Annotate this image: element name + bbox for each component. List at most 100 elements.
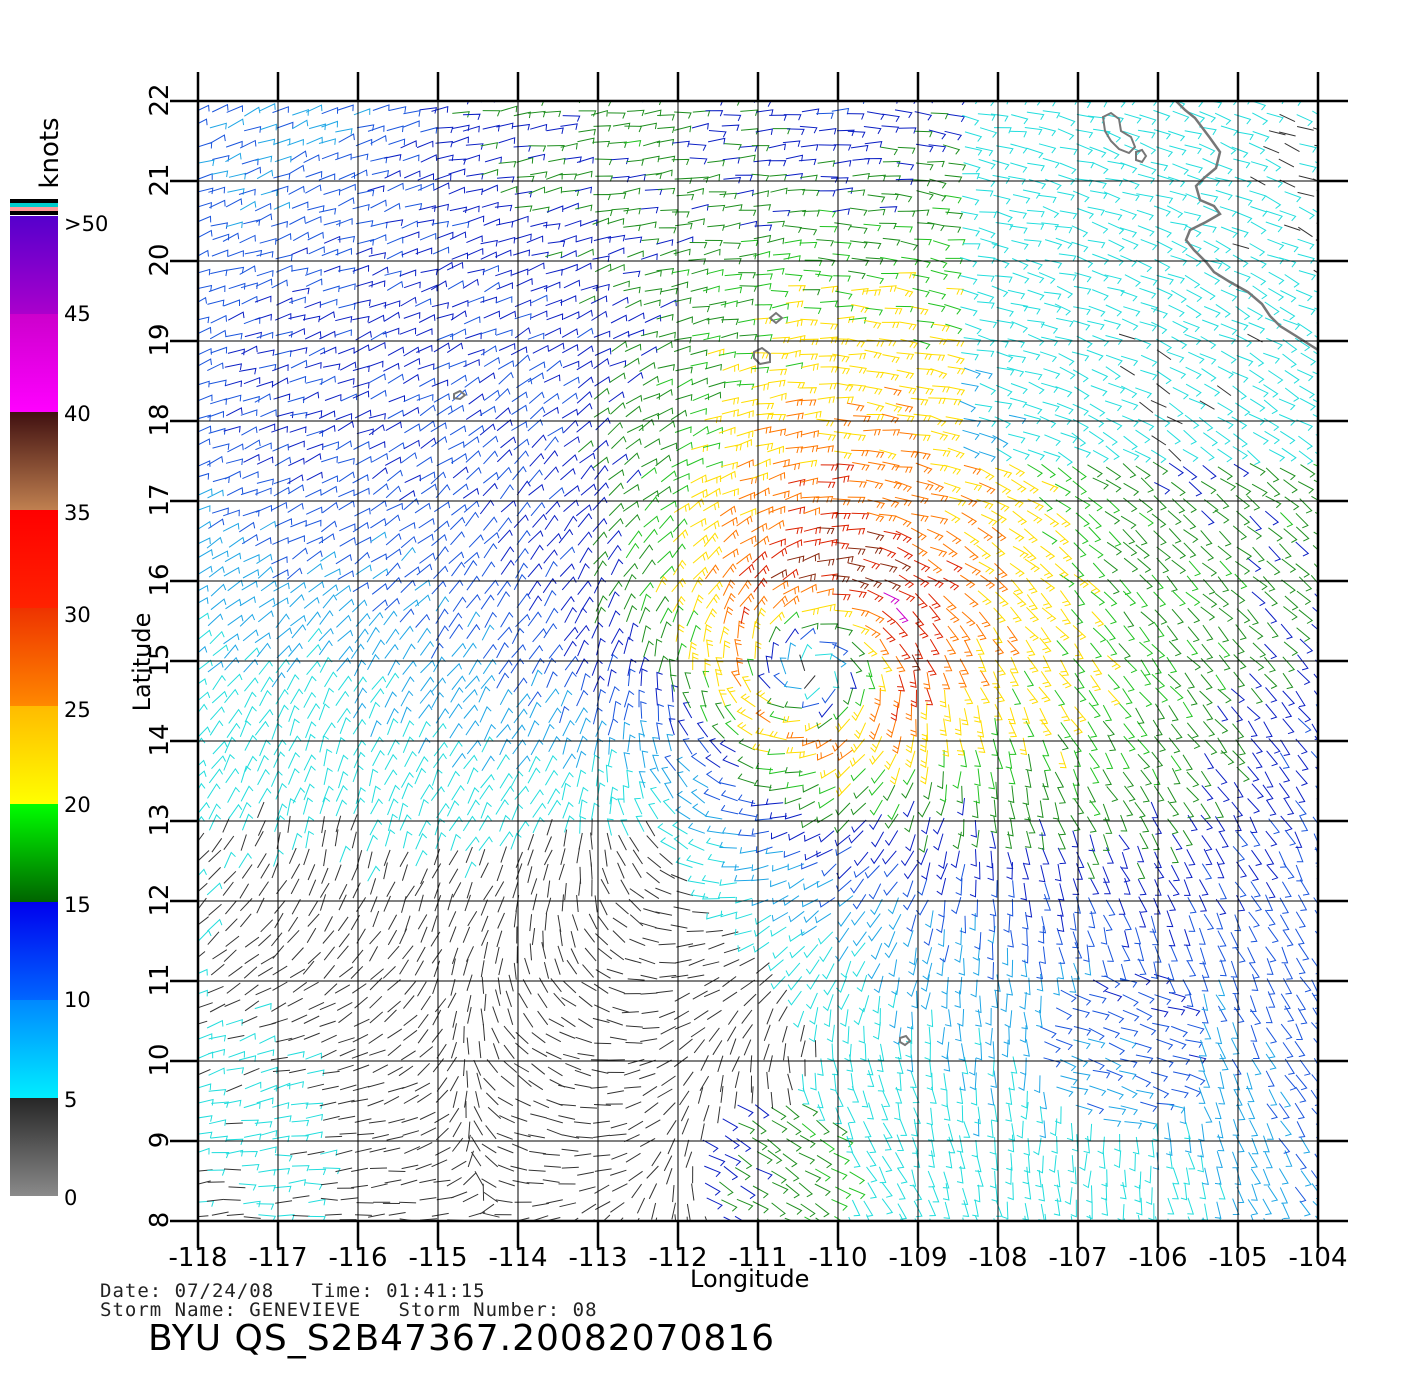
wind-barb <box>705 754 721 768</box>
wind-barb <box>419 232 437 241</box>
wind-barb <box>449 328 467 338</box>
wind-barb <box>936 771 944 790</box>
wind-barb <box>704 658 711 677</box>
wind-barb <box>692 594 704 612</box>
wind-barb <box>307 1151 325 1156</box>
wind-barb <box>673 906 691 911</box>
wind-barb <box>873 975 884 994</box>
wind-barb <box>1299 385 1315 399</box>
wind-barb <box>1236 831 1249 848</box>
wind-barb <box>198 726 211 738</box>
wind-barb <box>243 219 261 226</box>
wind-barb <box>944 704 952 722</box>
wind-barb <box>544 436 559 451</box>
wind-barb <box>1166 416 1183 425</box>
wind-barb <box>530 171 548 178</box>
wind-barb <box>1121 851 1129 869</box>
wind-barb <box>863 1121 872 1138</box>
wind-barb <box>403 170 421 179</box>
wind-barb <box>351 599 368 613</box>
wind-barb <box>382 327 400 335</box>
wind-barb <box>751 899 769 907</box>
wind-barb <box>627 250 644 258</box>
wind-barb <box>198 249 209 257</box>
wind-barb <box>608 192 627 200</box>
wind-barb <box>655 887 672 895</box>
wind-barb <box>591 310 608 321</box>
wind-barb <box>1073 285 1092 295</box>
wind-barb <box>1235 495 1251 510</box>
wind-barb <box>623 207 641 215</box>
wind-barb <box>198 505 211 512</box>
wind-barb <box>463 500 480 513</box>
wind-barb <box>254 720 270 736</box>
wind-barb <box>1027 656 1039 673</box>
wind-barb <box>1187 897 1197 914</box>
wind-barb <box>939 689 947 708</box>
wind-barb <box>656 313 674 321</box>
wind-barb <box>848 383 867 392</box>
wind-barb <box>987 942 994 961</box>
wind-barb <box>462 688 478 703</box>
wind-barb <box>513 249 531 257</box>
wind-barb <box>337 916 349 932</box>
wind-barb <box>1264 848 1275 866</box>
wind-barb <box>260 955 276 965</box>
wind-barb <box>449 425 467 436</box>
wind-barb <box>436 333 454 341</box>
wind-barb <box>570 948 579 965</box>
wind-barb <box>1199 126 1217 136</box>
wind-barb <box>905 750 916 768</box>
wind-barb <box>401 452 418 464</box>
wind-barb <box>784 273 803 282</box>
wind-barb <box>529 452 545 467</box>
wind-barb <box>308 246 325 255</box>
wind-barb <box>370 736 384 753</box>
wind-barb <box>911 654 921 671</box>
wind-barb <box>564 156 582 163</box>
wind-barb <box>225 1122 243 1125</box>
wind-barb <box>1009 225 1028 234</box>
wind-barb <box>1171 608 1184 625</box>
wind-barb <box>800 925 817 937</box>
wind-barb <box>1067 1155 1075 1173</box>
wind-barb <box>819 300 838 307</box>
wind-barb <box>660 1025 676 1035</box>
wind-barb <box>834 819 850 834</box>
wind-barb <box>372 910 380 928</box>
wind-barb <box>706 639 714 657</box>
wind-barb <box>338 172 356 180</box>
wind-barb <box>482 110 501 117</box>
wind-barb <box>513 573 527 591</box>
wind-barb <box>225 935 240 947</box>
wind-barb <box>321 106 339 115</box>
wind-barb <box>1232 750 1246 766</box>
wind-barb <box>851 942 866 957</box>
wind-barb <box>531 1063 546 1075</box>
wind-barb <box>481 976 485 994</box>
wind-barb <box>1183 211 1202 221</box>
wind-barb <box>224 644 239 659</box>
wind-barb <box>819 226 838 233</box>
wind-barb <box>960 275 978 285</box>
wind-barb <box>788 478 806 487</box>
wind-barb <box>1156 383 1171 395</box>
wind-barb <box>704 1165 721 1178</box>
wind-barb <box>208 814 222 831</box>
wind-barb <box>1122 448 1140 461</box>
wind-barb <box>290 150 308 161</box>
wind-barb <box>210 346 228 354</box>
wind-barb <box>755 334 773 341</box>
wind-barb <box>420 659 436 674</box>
wind-barb <box>1091 848 1100 865</box>
wind-barb <box>496 591 511 607</box>
wind-barb <box>370 517 387 529</box>
wind-barb <box>1019 991 1027 1010</box>
wind-barb <box>917 801 931 818</box>
wind-barb <box>238 188 256 196</box>
wind-barb <box>323 363 341 370</box>
wind-barb <box>352 315 370 323</box>
wind-barb <box>531 294 548 304</box>
wind-barb <box>386 280 404 291</box>
wind-barb <box>355 247 373 255</box>
